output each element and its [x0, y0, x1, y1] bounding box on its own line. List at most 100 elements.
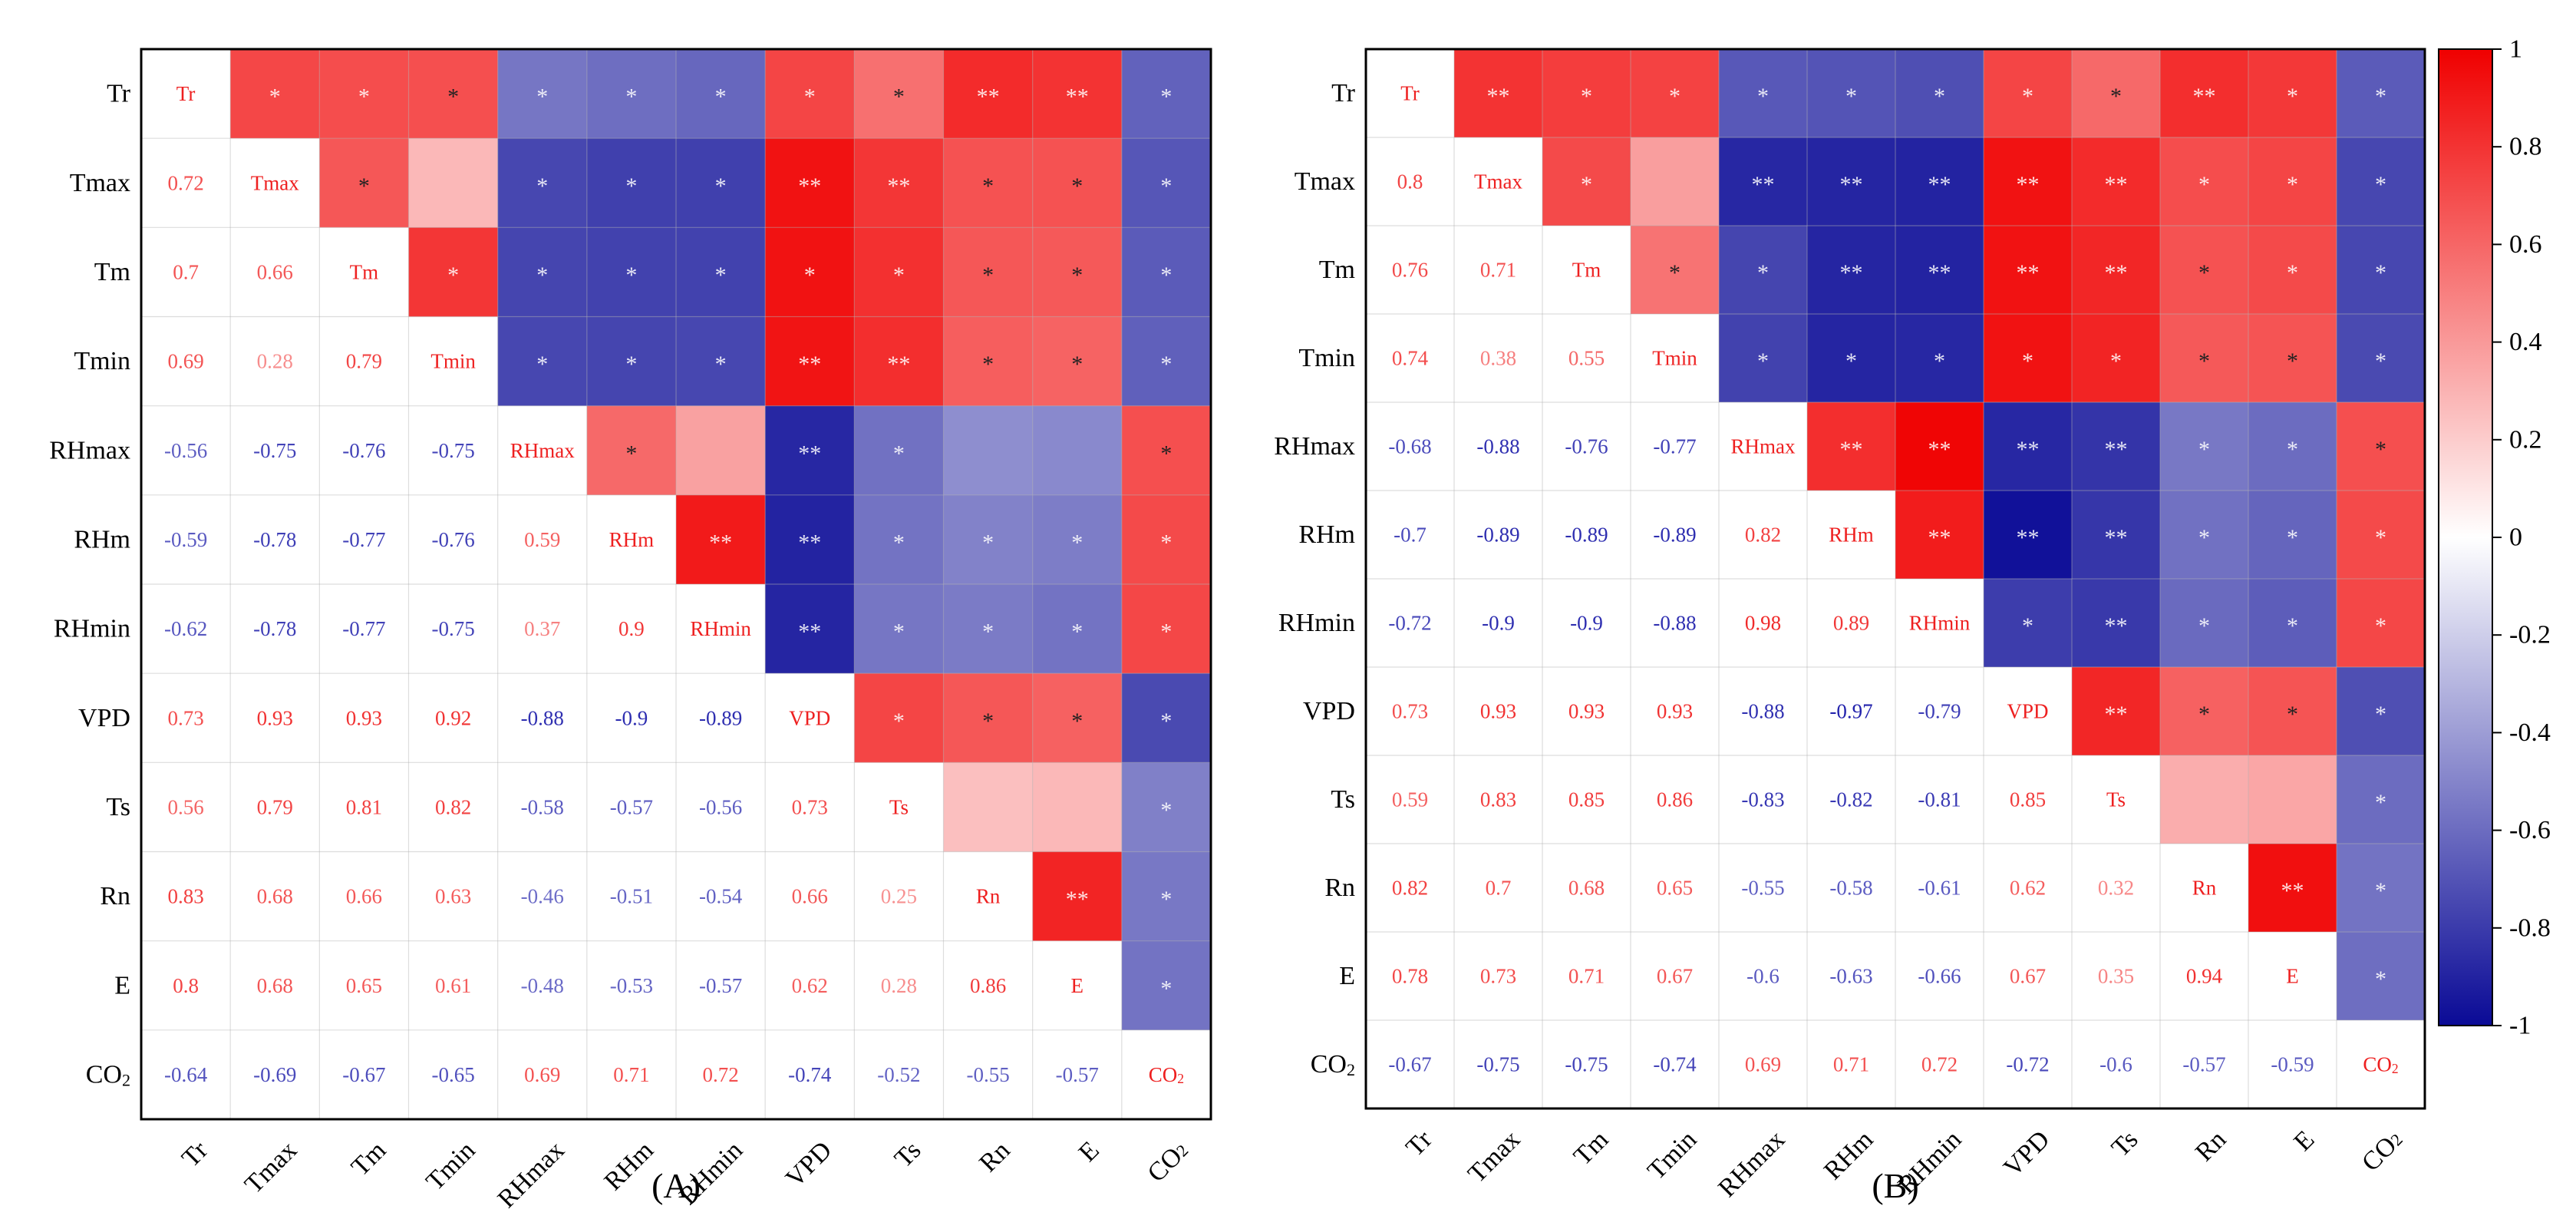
heatmap-cell — [2337, 932, 2426, 1021]
correlation-value-label: 0.68 — [257, 885, 293, 908]
heatmap-cell-empty — [141, 851, 231, 941]
heatmap-cell — [1032, 138, 1123, 228]
significance-marker: * — [1160, 263, 1172, 288]
diagonal-variable-label: Tmax — [251, 171, 299, 194]
significance-marker: * — [447, 84, 459, 110]
heatmap-cell-empty — [1631, 1020, 1719, 1108]
significance-marker: ** — [2281, 878, 2304, 904]
correlation-value-label: -0.75 — [1476, 1053, 1519, 1076]
diagonal-variable-label: E — [1071, 974, 1084, 997]
heatmap-cell — [854, 494, 945, 585]
significance-marker: * — [2375, 613, 2386, 639]
heatmap-cell-empty — [230, 494, 320, 584]
heatmap-cell-empty — [586, 494, 676, 584]
heatmap-cell-empty — [1366, 402, 1454, 491]
significance-marker: * — [2198, 172, 2210, 197]
heatmap-cell — [1121, 405, 1212, 496]
significance-marker: ** — [2105, 172, 2128, 197]
heatmap-cell-empty — [586, 851, 676, 941]
correlation-value-label: 0.74 — [1392, 347, 1429, 370]
heatmap-cell-empty — [1542, 402, 1631, 491]
significance-marker: ** — [798, 441, 821, 466]
correlation-value-label: 0.93 — [257, 706, 293, 729]
heatmap-cell-empty — [1807, 579, 1895, 667]
heatmap-cell-empty — [1542, 667, 1631, 755]
panel-label: (A) — [651, 1166, 701, 1205]
heatmap-cell — [943, 584, 1034, 674]
significance-marker: ** — [1928, 172, 1951, 197]
correlation-value-label: -0.89 — [1476, 524, 1519, 547]
heatmap-cell — [2072, 314, 2161, 403]
colorbar-tick-label: -0.8 — [2509, 913, 2551, 942]
significance-marker: * — [1160, 530, 1172, 555]
correlation-value-label: -0.83 — [1741, 788, 1784, 811]
correlation-value-label: 0.73 — [792, 795, 828, 818]
correlation-value-label: -0.61 — [1918, 877, 1961, 900]
x-tick-label: Tmin — [421, 1136, 480, 1196]
y-tick-label: VPD — [78, 704, 130, 732]
diagonal-variable-label: Ts — [889, 795, 909, 818]
heatmap-cell — [2337, 137, 2426, 226]
heatmap-cell — [943, 494, 1034, 585]
heatmap-cell-empty — [586, 584, 676, 674]
heatmap-cell — [1032, 405, 1123, 496]
correlation-value-label: -0.62 — [164, 617, 207, 640]
correlation-value-label: -0.97 — [1829, 700, 1872, 723]
heatmap-cell-empty — [319, 227, 409, 317]
heatmap-cell — [2160, 137, 2249, 226]
significance-marker: ** — [798, 173, 821, 199]
heatmap-cell-empty — [1366, 755, 1454, 844]
significance-marker: * — [1669, 84, 1681, 109]
heatmap-cell — [1121, 673, 1212, 763]
correlation-value-label: 0.86 — [970, 974, 1006, 997]
x-tick-label: RHmax — [493, 1136, 570, 1214]
y-tick-label: Tm — [94, 258, 130, 286]
correlation-value-label: -0.58 — [521, 795, 564, 818]
heatmap-cell — [2337, 314, 2426, 403]
heatmap-cell-empty — [319, 762, 409, 852]
significance-marker: * — [2375, 878, 2386, 904]
correlation-value-label: -0.58 — [1829, 877, 1872, 900]
heatmap-cell — [2160, 49, 2249, 138]
heatmap-cell-empty — [1631, 755, 1719, 844]
heatmap-cell-empty — [1895, 1020, 1984, 1108]
heatmap-cell-empty — [1719, 402, 1807, 491]
heatmap-cell — [765, 49, 855, 139]
correlation-value-label: 0.71 — [613, 1063, 649, 1086]
heatmap-cell — [1121, 584, 1212, 674]
heatmap-cell — [2248, 49, 2337, 138]
correlation-value-label: -0.72 — [2006, 1053, 2049, 1076]
correlation-value-label: -0.74 — [788, 1063, 832, 1086]
heatmap-cell-empty — [1631, 667, 1719, 755]
heatmap-cell-empty — [230, 405, 320, 495]
y-tick-label: Tm — [1319, 256, 1355, 284]
significance-marker: * — [1160, 709, 1172, 734]
diagonal-variable-label: VPD — [789, 706, 830, 729]
correlation-value-label: 0.93 — [1657, 700, 1693, 723]
colorbar-tick-label: -1 — [2509, 1012, 2531, 1040]
heatmap-cell-empty — [2072, 844, 2160, 932]
y-tick-label: RHmax — [1274, 432, 1355, 461]
heatmap-cell-empty — [1366, 579, 1454, 667]
heatmap-cell-empty — [586, 673, 676, 763]
correlation-value-label: 0.69 — [167, 350, 203, 373]
significance-marker: * — [1581, 172, 1592, 197]
heatmap-cell-empty — [854, 762, 944, 852]
significance-marker: * — [2198, 702, 2210, 727]
correlation-value-label: -0.7 — [1394, 524, 1427, 547]
heatmap-cell-empty — [497, 405, 587, 495]
significance-marker: * — [2287, 437, 2298, 462]
heatmap-cell-empty — [586, 1029, 676, 1119]
heatmap-cell — [497, 227, 588, 318]
diagonal-variable-label: E — [2286, 965, 2299, 988]
heatmap-cell-empty — [586, 762, 676, 852]
diagonal-variable-label: RHmax — [510, 439, 575, 462]
heatmap-cell-empty — [319, 851, 409, 941]
heatmap-cell-empty — [319, 673, 409, 763]
heatmap-cell — [1121, 762, 1212, 853]
significance-marker: * — [982, 352, 994, 377]
correlation-value-label: 0.7 — [1486, 877, 1512, 900]
correlation-value-label: 0.28 — [257, 350, 293, 373]
diagonal-variable-label: RHmax — [1731, 435, 1796, 458]
correlation-value-label: 0.92 — [435, 706, 471, 729]
